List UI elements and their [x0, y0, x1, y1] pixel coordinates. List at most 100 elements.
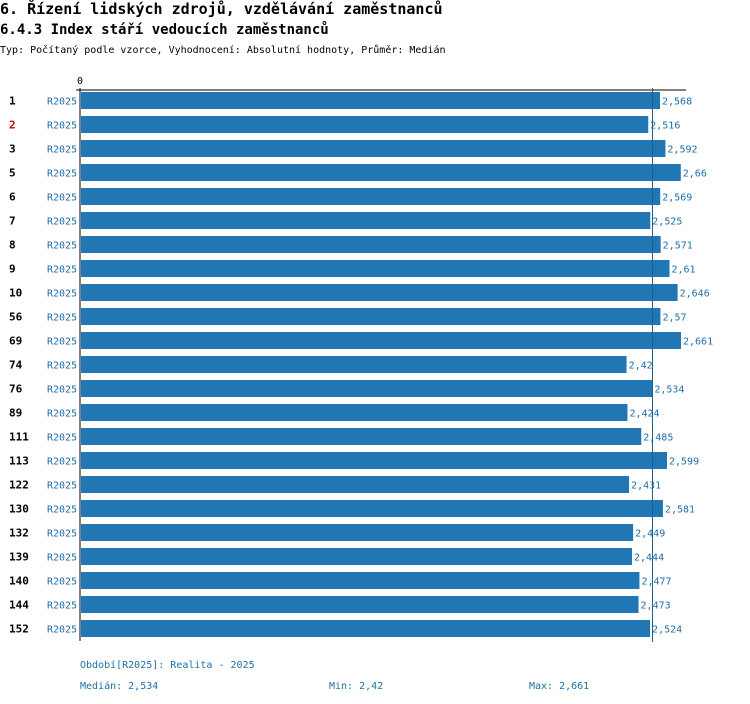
series-label: R2025 — [47, 385, 77, 396]
series-label: R2025 — [47, 505, 77, 516]
category-label: 113 — [9, 455, 29, 468]
bar — [81, 356, 627, 373]
bar — [81, 188, 661, 205]
value-label: 2,581 — [665, 505, 695, 516]
bar — [81, 140, 666, 157]
series-label: R2025 — [47, 193, 77, 204]
value-label: 2,534 — [654, 385, 684, 396]
category-label: 144 — [9, 599, 29, 612]
value-label: 2,569 — [662, 193, 692, 204]
category-label: 1 — [9, 95, 16, 108]
bar — [81, 332, 681, 349]
category-label: 69 — [9, 335, 22, 348]
value-label: 2,568 — [662, 97, 692, 108]
category-label: 111 — [9, 431, 29, 444]
bar — [81, 500, 663, 517]
value-label: 2,592 — [667, 145, 697, 156]
category-label: 9 — [9, 263, 16, 276]
bar — [81, 116, 649, 133]
category-label: 122 — [9, 479, 29, 492]
value-label: 2,473 — [641, 601, 671, 612]
value-label: 2,646 — [680, 289, 710, 300]
category-label: 152 — [9, 623, 29, 636]
bar — [81, 572, 640, 589]
value-label: 2,524 — [652, 625, 682, 636]
series-label: R2025 — [47, 553, 77, 564]
bar — [81, 236, 661, 253]
series-label: R2025 — [47, 601, 77, 612]
median-stat: Medián: 2,534 — [80, 681, 159, 692]
value-label: 2,516 — [650, 121, 680, 132]
bar — [81, 380, 653, 397]
bar — [81, 212, 651, 229]
bar — [81, 596, 639, 613]
series-label: R2025 — [47, 481, 77, 492]
max-stat: Max: 2,661 — [529, 681, 590, 692]
x-axis-zero-label: 0 — [77, 76, 83, 87]
series-label: R2025 — [47, 337, 77, 348]
category-label: 132 — [9, 527, 29, 540]
page-title: 6. Řízení lidských zdrojů, vzdělávání za… — [0, 0, 443, 18]
bar — [81, 284, 678, 301]
value-label: 2,599 — [669, 457, 699, 468]
series-label: R2025 — [47, 121, 77, 132]
bar — [81, 428, 642, 445]
category-label: 140 — [9, 575, 29, 588]
min-stat: Min: 2,42 — [329, 681, 384, 692]
category-label: 89 — [9, 407, 22, 420]
series-label: R2025 — [47, 529, 77, 540]
value-label: 2,449 — [635, 529, 665, 540]
series-label: R2025 — [47, 265, 77, 276]
bar — [81, 164, 681, 181]
value-label: 2,485 — [643, 433, 673, 444]
series-label: R2025 — [47, 217, 77, 228]
value-label: 2,424 — [629, 409, 659, 420]
category-label: 130 — [9, 503, 29, 516]
series-label: R2025 — [47, 433, 77, 444]
value-label: 2,42 — [629, 361, 653, 372]
series-label: R2025 — [47, 289, 77, 300]
category-label: 10 — [9, 287, 22, 300]
series-label: R2025 — [47, 409, 77, 420]
bar — [81, 476, 630, 493]
bar — [81, 524, 634, 541]
series-label: R2025 — [47, 625, 77, 636]
series-label: R2025 — [47, 577, 77, 588]
bar — [81, 452, 667, 469]
bar — [81, 548, 632, 565]
category-label: 3 — [9, 143, 16, 156]
series-label: R2025 — [47, 361, 77, 372]
category-label: 5 — [9, 167, 16, 180]
value-label: 2,57 — [662, 313, 686, 324]
category-label: 2 — [9, 119, 16, 132]
series-label: R2025 — [47, 457, 77, 468]
category-label: 139 — [9, 551, 29, 564]
series-label: R2025 — [47, 169, 77, 180]
category-label: 7 — [9, 215, 16, 228]
value-label: 2,66 — [683, 169, 707, 180]
bar — [81, 260, 670, 277]
value-label: 2,477 — [641, 577, 671, 588]
chart-subtitle: 6.4.3 Index stáří vedoucích zaměstnanců — [0, 22, 329, 38]
bar — [81, 308, 661, 325]
value-label: 2,525 — [652, 217, 682, 228]
category-label: 8 — [9, 239, 16, 252]
value-label: 2,431 — [631, 481, 661, 492]
bar — [81, 404, 628, 421]
category-label: 76 — [9, 383, 23, 396]
bar — [81, 92, 660, 109]
category-label: 74 — [9, 359, 23, 372]
category-label: 6 — [9, 191, 16, 204]
period-legend: Období[R2025]: Realita - 2025 — [80, 660, 255, 671]
value-label: 2,444 — [634, 553, 664, 564]
series-label: R2025 — [47, 97, 77, 108]
value-label: 2,571 — [663, 241, 693, 252]
chart-type-info: Typ: Počítaný podle vzorce, Vyhodnocení:… — [0, 45, 446, 56]
category-label: 56 — [9, 311, 23, 324]
value-label: 2,61 — [671, 265, 695, 276]
value-label: 2,661 — [683, 337, 713, 348]
series-label: R2025 — [47, 145, 77, 156]
bar — [81, 620, 651, 637]
series-label: R2025 — [47, 313, 77, 324]
